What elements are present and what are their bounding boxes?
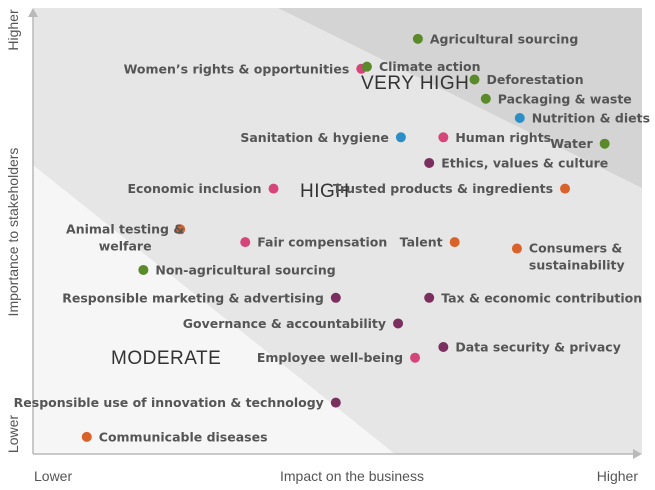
point-marker xyxy=(138,264,149,275)
point-marker xyxy=(330,292,341,303)
point-marker xyxy=(514,113,525,124)
point-responsible-use-of-innovation-technology: Responsible use of innovation & technolo… xyxy=(14,395,341,410)
zone-very-high-background xyxy=(278,8,642,188)
x-tick-higher: Higher xyxy=(597,468,639,484)
point-label: Climate action xyxy=(379,59,481,74)
point-label: Women’s rights & opportunities xyxy=(124,61,350,76)
x-axis-label: Impact on the business xyxy=(280,468,424,484)
point-marker xyxy=(330,397,341,408)
point-marker xyxy=(469,74,480,85)
point-marker xyxy=(424,157,435,168)
point-label: Trusted products & ingredients xyxy=(333,181,553,196)
point-label: Talent xyxy=(400,235,443,250)
point-label: Consumers & sustainability xyxy=(529,241,625,273)
data-points: Agricultural sourcing Women’s rights & op… xyxy=(14,31,650,444)
point-label: Human rights xyxy=(455,130,551,145)
point-non-agricultural-sourcing: Non-agricultural sourcing xyxy=(138,262,336,277)
point-marker xyxy=(560,183,571,194)
point-label: Ethics, values & culture xyxy=(441,155,608,170)
point-economic-inclusion: Economic inclusion xyxy=(127,181,279,196)
point-label: Sanitation & hygiene xyxy=(240,130,389,145)
point-label: Data security & privacy xyxy=(455,340,621,355)
x-axis-arrowhead xyxy=(633,449,642,459)
point-women-s-rights-opportunities: Women’s rights & opportunities xyxy=(124,61,367,76)
point-marker xyxy=(268,183,279,194)
point-communicable-diseases: Communicable diseases xyxy=(81,429,268,444)
point-fair-compensation: Fair compensation xyxy=(240,235,387,250)
y-tick-higher: Higher xyxy=(5,9,21,51)
point-label: Deforestation xyxy=(486,72,583,87)
point-marker xyxy=(449,237,460,248)
point-label: Agricultural sourcing xyxy=(430,31,578,46)
point-sanitation-hygiene: Sanitation & hygiene xyxy=(240,130,406,145)
point-marker xyxy=(395,132,406,143)
point-employee-well-being: Employee well-being xyxy=(257,350,421,365)
point-climate-action: Climate action xyxy=(361,59,481,74)
point-label: Animal testing & welfare xyxy=(66,221,184,253)
point-governance-accountability: Governance & accountability xyxy=(183,316,404,331)
zone-label-high: HIGH xyxy=(300,181,350,202)
point-marker xyxy=(424,292,435,303)
y-axis-arrowhead xyxy=(28,8,38,17)
axes xyxy=(28,8,642,459)
zones xyxy=(33,8,642,454)
zone-label-moderate: MODERATE xyxy=(111,348,221,369)
point-packaging-waste: Packaging & waste xyxy=(480,91,632,106)
x-tick-lower: Lower xyxy=(34,468,72,484)
point-trusted-products-ingredients: Trusted products & ingredients xyxy=(333,181,571,196)
point-label: Water xyxy=(550,136,593,151)
point-human-rights: Human rights xyxy=(438,130,551,145)
point-marker xyxy=(81,431,92,442)
point-marker xyxy=(361,61,372,72)
point-animal-testing-welfare: Animal testing & welfare xyxy=(66,221,186,253)
point-marker xyxy=(410,352,421,363)
point-marker xyxy=(599,138,610,149)
point-label: Responsible marketing & advertising xyxy=(62,290,324,305)
point-agricultural-sourcing: Agricultural sourcing xyxy=(412,31,578,46)
point-ethics-values-culture: Ethics, values & culture xyxy=(424,155,608,170)
point-data-security-privacy: Data security & privacy xyxy=(438,340,621,355)
y-tick-lower: Lower xyxy=(5,415,21,453)
point-marker xyxy=(480,93,491,104)
point-marker xyxy=(511,243,522,254)
point-label: Responsible use of innovation & technolo… xyxy=(14,395,324,410)
point-label: Economic inclusion xyxy=(127,181,261,196)
point-label: Packaging & waste xyxy=(498,91,632,106)
point-label: Tax & economic contribution xyxy=(441,290,642,305)
point-label: Employee well-being xyxy=(257,350,403,365)
zone-high-background xyxy=(33,8,642,454)
y-axis-label: Importance to stakeholders xyxy=(5,148,21,317)
point-label: Communicable diseases xyxy=(99,429,268,444)
point-marker xyxy=(438,342,449,352)
point-responsible-marketing-advertising: Responsible marketing & advertising xyxy=(62,290,341,305)
point-marker xyxy=(240,237,251,248)
point-label: Non-agricultural sourcing xyxy=(155,262,335,277)
point-consumers-sustainability: Consumers & sustainability xyxy=(511,241,625,273)
point-talent: Talent xyxy=(400,235,460,250)
point-marker xyxy=(438,132,449,143)
point-label: Fair compensation xyxy=(257,235,387,250)
point-marker xyxy=(175,224,186,235)
zone-label-very-high: VERY HIGH xyxy=(361,73,469,94)
point-tax-economic-contribution: Tax & economic contribution xyxy=(424,290,642,305)
point-water: Water xyxy=(550,136,610,151)
point-marker xyxy=(412,33,423,44)
point-marker xyxy=(393,318,404,329)
point-label: Nutrition & diets xyxy=(532,111,650,126)
point-nutrition-diets: Nutrition & diets xyxy=(514,111,650,126)
point-label: Governance & accountability xyxy=(183,316,386,331)
point-deforestation: Deforestation xyxy=(469,72,584,87)
